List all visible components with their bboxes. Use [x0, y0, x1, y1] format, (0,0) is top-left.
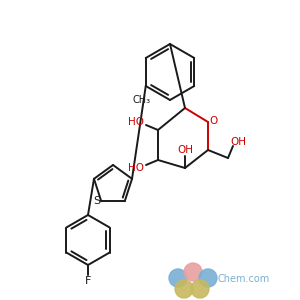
- Circle shape: [184, 263, 202, 281]
- Text: OH: OH: [230, 137, 246, 147]
- Text: Chem.com: Chem.com: [218, 274, 270, 284]
- Circle shape: [191, 280, 209, 298]
- Circle shape: [175, 280, 193, 298]
- Text: CH₃: CH₃: [133, 95, 151, 105]
- Text: HO: HO: [128, 117, 144, 127]
- Circle shape: [169, 269, 187, 287]
- Text: O: O: [209, 116, 217, 126]
- Text: HO: HO: [128, 163, 144, 173]
- Text: OH: OH: [177, 145, 193, 155]
- Text: F: F: [85, 276, 91, 286]
- Text: S: S: [94, 196, 101, 206]
- Circle shape: [199, 269, 217, 287]
